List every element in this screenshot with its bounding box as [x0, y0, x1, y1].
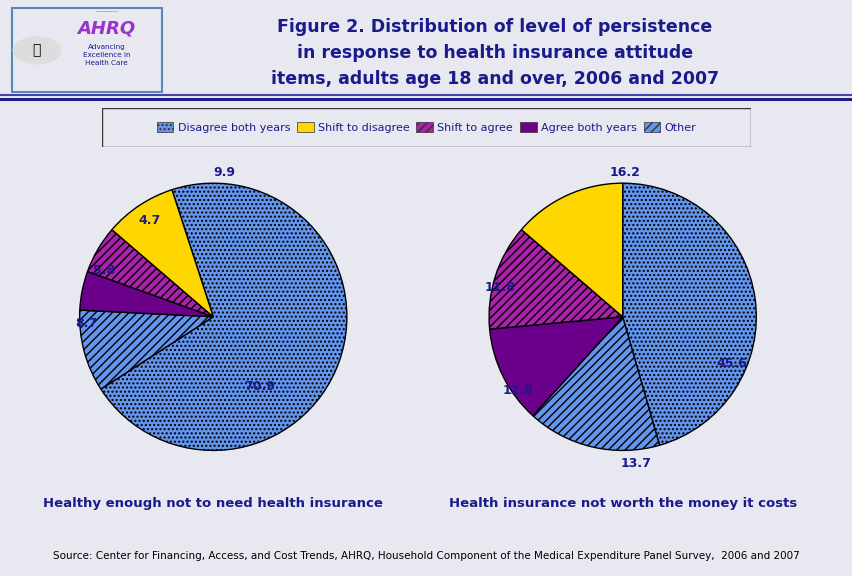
- Wedge shape: [79, 310, 213, 389]
- Text: 🦅: 🦅: [32, 43, 41, 58]
- Text: 8.7: 8.7: [75, 317, 97, 330]
- Text: 9.9: 9.9: [213, 166, 234, 179]
- Wedge shape: [532, 317, 659, 450]
- Text: ───────: ───────: [95, 10, 118, 16]
- Text: AHRQ: AHRQ: [78, 19, 135, 37]
- Text: 5.8: 5.8: [93, 264, 115, 276]
- Text: 11.8: 11.8: [484, 281, 515, 294]
- Text: 16.2: 16.2: [609, 166, 640, 179]
- Text: 70.9: 70.9: [245, 380, 275, 393]
- Text: 45.6: 45.6: [716, 357, 747, 370]
- Wedge shape: [488, 230, 622, 329]
- Text: Health insurance not worth the money it costs: Health insurance not worth the money it …: [448, 497, 796, 510]
- Text: Healthy enough not to need health insurance: Healthy enough not to need health insura…: [43, 497, 383, 510]
- Wedge shape: [101, 183, 347, 450]
- Wedge shape: [622, 183, 756, 445]
- Wedge shape: [88, 230, 213, 317]
- Legend: Disagree both years, Shift to disagree, Shift to agree, Agree both years, Other: Disagree both years, Shift to disagree, …: [152, 118, 700, 137]
- Wedge shape: [489, 317, 622, 416]
- Text: 4.7: 4.7: [138, 214, 160, 227]
- Text: Source: Center for Financing, Access, and Cost Trends, AHRQ, Household Component: Source: Center for Financing, Access, an…: [53, 551, 799, 561]
- Text: 13.7: 13.7: [620, 457, 651, 470]
- Text: 12.8: 12.8: [503, 384, 533, 397]
- Circle shape: [14, 37, 60, 64]
- Text: Figure 2. Distribution of level of persistence
in response to health insurance a: Figure 2. Distribution of level of persi…: [270, 18, 718, 88]
- Text: Advancing
Excellence in
Health Care: Advancing Excellence in Health Care: [83, 44, 130, 66]
- Wedge shape: [80, 271, 213, 317]
- Wedge shape: [112, 190, 213, 317]
- Wedge shape: [521, 183, 622, 317]
